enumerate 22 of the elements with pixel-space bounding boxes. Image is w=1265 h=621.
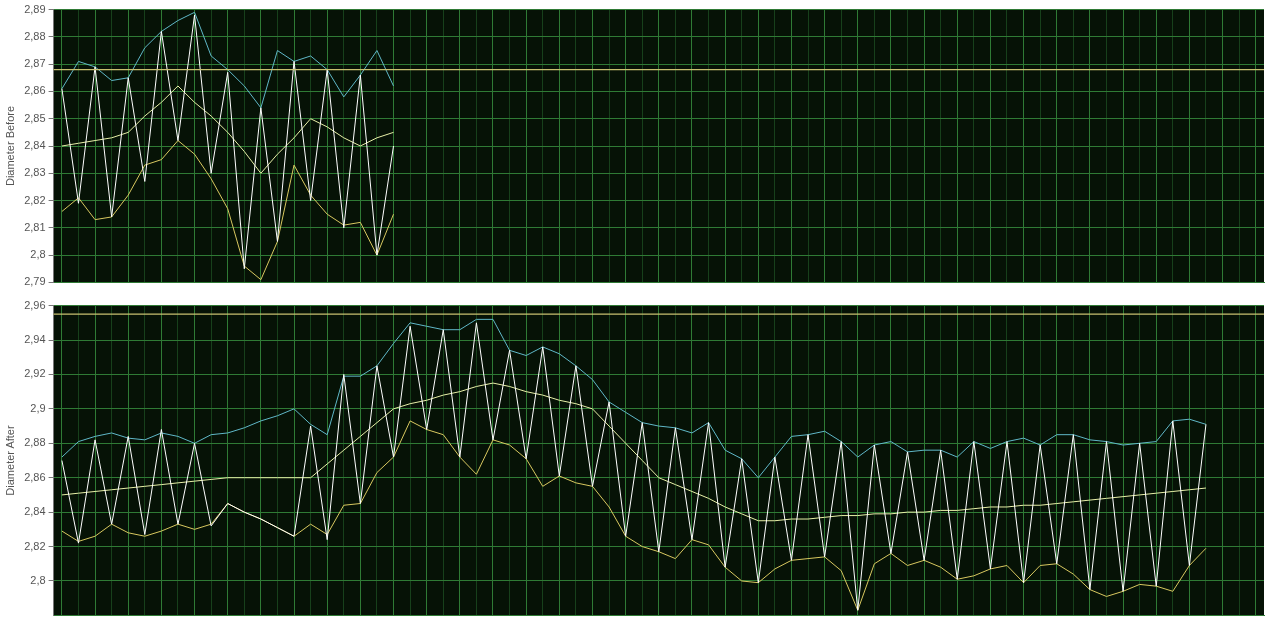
y-tick-label: 2,86 <box>24 84 46 97</box>
y-tick-label: 2,83 <box>24 166 46 179</box>
y-tick-label: 2,92 <box>24 367 46 380</box>
y-tick-label: 2,94 <box>24 333 46 346</box>
y-tick-label: 2,82 <box>24 539 46 552</box>
y-tick-label: 2,84 <box>24 505 46 518</box>
y-tick-label: 2,79 <box>24 275 46 288</box>
y-axis-title: Diameter Before <box>3 105 16 187</box>
y-tick-label: 2,88 <box>24 436 46 449</box>
y-tick-label: 2,84 <box>24 139 46 152</box>
y-tick-label: 2,8 <box>30 248 46 261</box>
y-tick-label: 2,89 <box>24 2 46 15</box>
y-tick-label: 2,96 <box>24 298 46 311</box>
y-tick-label: 2,85 <box>24 111 46 124</box>
y-tick-label: 2,81 <box>24 220 46 233</box>
y-tick-label: 2,86 <box>24 470 46 483</box>
y-tick-label: 2,87 <box>24 57 46 70</box>
y-tick-label: 2,8 <box>30 574 46 587</box>
y-tick-label: 2,88 <box>24 29 46 42</box>
y-tick-label: 2,82 <box>24 193 46 206</box>
y-tick-label: 2,9 <box>30 401 46 414</box>
y-axis-title: Diameter After <box>3 425 16 496</box>
